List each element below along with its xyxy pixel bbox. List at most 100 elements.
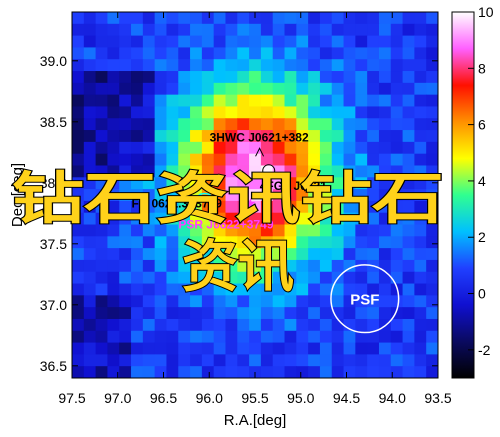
heatmap-cell — [225, 200, 238, 214]
heatmap-cell — [72, 141, 85, 155]
heatmap-cell — [249, 318, 262, 332]
heatmap-cell — [308, 47, 321, 60]
heatmap-cell — [107, 295, 120, 308]
heatmap-cell — [95, 330, 109, 344]
heatmap-cell — [308, 82, 321, 96]
heatmap-cell — [166, 366, 179, 378]
heatmap-cell — [355, 59, 368, 72]
heatmap-cell — [284, 165, 297, 178]
heatmap-cell — [166, 153, 179, 167]
heatmap-cell — [414, 354, 427, 367]
x-tick-label: 95.5 — [241, 390, 268, 406]
heatmap-cell — [95, 165, 109, 178]
heatmap-cell — [319, 307, 333, 320]
heatmap-cell — [178, 118, 191, 131]
heatmap-cell — [296, 283, 309, 296]
heatmap-cell — [426, 271, 438, 285]
heatmap-cell — [402, 12, 415, 25]
heatmap-cell — [367, 342, 380, 355]
heatmap-cell — [249, 130, 262, 143]
y-axis: 36.5 37.0 37.5 38.0 38.5 39.0 — [40, 53, 438, 374]
heatmap-cell — [378, 236, 392, 249]
heatmap-cell — [95, 12, 109, 25]
heatmap-cell — [296, 82, 309, 96]
heatmap-cell — [154, 236, 168, 249]
heatmap-cell — [225, 342, 238, 355]
heatmap-cell — [402, 82, 415, 96]
heatmap-cell — [331, 177, 345, 190]
heatmap-cell — [272, 248, 286, 261]
heatmap-cell — [308, 224, 321, 237]
heatmap-cell — [190, 106, 203, 119]
heatmap-cell — [131, 153, 144, 167]
heatmap-cell — [308, 59, 321, 72]
heatmap-cell — [296, 318, 309, 332]
heatmap-cell — [237, 153, 250, 167]
heatmap-cell — [72, 330, 85, 344]
heatmap-cell — [319, 366, 333, 378]
heatmap-cell — [390, 354, 404, 367]
heatmap-cell — [390, 118, 404, 131]
y-tick-label: 38.0 — [40, 175, 67, 191]
heatmap-cell — [237, 342, 250, 355]
heatmap-cell — [201, 59, 215, 72]
heatmap-cell — [178, 47, 191, 60]
heatmap-cell — [426, 106, 438, 119]
heatmap-cell — [260, 307, 274, 320]
heatmap-cell — [402, 259, 415, 273]
heatmap-cell — [355, 259, 368, 273]
heatmap-cell — [131, 366, 144, 378]
heatmap-cell — [414, 366, 427, 378]
heatmap-cell — [119, 141, 132, 155]
heatmap-cell — [201, 165, 215, 178]
x-axis: 97.5 97.0 96.5 96.0 95.5 95.0 94.5 94.0 93.5 — [58, 12, 452, 406]
heatmap-cell — [296, 71, 309, 84]
heatmap-cell — [260, 177, 274, 190]
heatmap-cell — [260, 153, 274, 167]
heatmap-cell — [107, 283, 120, 296]
heatmap-cell — [426, 342, 438, 355]
heatmap-cell — [201, 295, 215, 308]
heatmap-cell — [284, 189, 297, 202]
heatmap-cell — [166, 177, 179, 190]
heatmap-cell — [190, 295, 203, 308]
heatmap-cell — [272, 318, 286, 332]
heatmap-cell — [296, 153, 309, 167]
heatmap-cell — [95, 271, 109, 285]
heatmap-cell — [426, 153, 438, 167]
heatmap-cell — [272, 307, 286, 320]
heatmap-cell — [237, 271, 250, 285]
heatmap-cell — [367, 189, 380, 202]
heatmap-cell — [426, 236, 438, 249]
heatmap-cell — [319, 354, 333, 367]
heatmap-cell — [260, 106, 274, 119]
heatmap-cell — [367, 200, 380, 214]
heatmap-cell — [83, 342, 97, 355]
heatmap-cell — [402, 94, 415, 108]
heatmap-cell — [201, 118, 215, 131]
heatmap-cell — [390, 236, 404, 249]
heatmap-cell — [284, 177, 297, 190]
heatmap-cell — [131, 212, 144, 226]
heatmap-cell — [296, 23, 309, 37]
heatmap-cell — [296, 177, 309, 190]
heatmap-cell — [95, 342, 109, 355]
heatmap-cell — [414, 342, 427, 355]
heatmap-cell — [296, 59, 309, 72]
heatmap-cell — [378, 12, 392, 25]
heatmap-cell — [83, 118, 97, 131]
heatmap-cell — [166, 71, 179, 84]
heatmap-cell — [201, 177, 215, 190]
heatmap-cell — [390, 130, 404, 143]
heatmap-cell — [378, 283, 392, 296]
heatmap-cell — [154, 141, 168, 155]
heatmap-cell — [237, 307, 250, 320]
heatmap-cell — [119, 118, 132, 131]
heatmap-cell — [414, 200, 427, 214]
heatmap-cell — [284, 141, 297, 155]
heatmap-cell — [390, 259, 404, 273]
heatmap-cell — [213, 259, 227, 273]
heatmap-cell — [83, 354, 97, 367]
heatmap-cell — [402, 23, 415, 37]
heatmap-cell — [142, 366, 156, 378]
